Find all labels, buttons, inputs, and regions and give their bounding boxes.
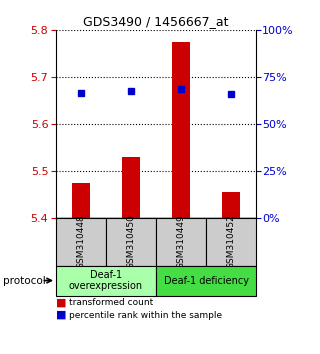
Bar (156, 218, 206, 266)
Text: GSM310448: GSM310448 (76, 214, 85, 269)
Bar (106, 218, 156, 266)
Bar (122, 157, 140, 218)
Bar (172, 42, 190, 218)
Text: ■: ■ (56, 310, 67, 320)
Text: Deaf-1 deficiency: Deaf-1 deficiency (164, 275, 249, 286)
Bar (56, 218, 106, 266)
Bar (156, 266, 256, 296)
Text: transformed count: transformed count (69, 298, 153, 307)
Bar (206, 218, 256, 266)
Bar (56, 266, 156, 296)
Text: GSM310452: GSM310452 (227, 214, 236, 269)
Text: GSM310450: GSM310450 (126, 214, 135, 269)
Bar (72, 183, 90, 218)
Bar (222, 192, 240, 218)
Text: GSM310449: GSM310449 (177, 214, 186, 269)
Text: protocol: protocol (3, 275, 46, 286)
Text: ■: ■ (56, 298, 67, 308)
Text: Deaf-1
overexpression: Deaf-1 overexpression (69, 270, 143, 291)
Text: percentile rank within the sample: percentile rank within the sample (69, 310, 222, 320)
Title: GDS3490 / 1456667_at: GDS3490 / 1456667_at (83, 15, 229, 28)
